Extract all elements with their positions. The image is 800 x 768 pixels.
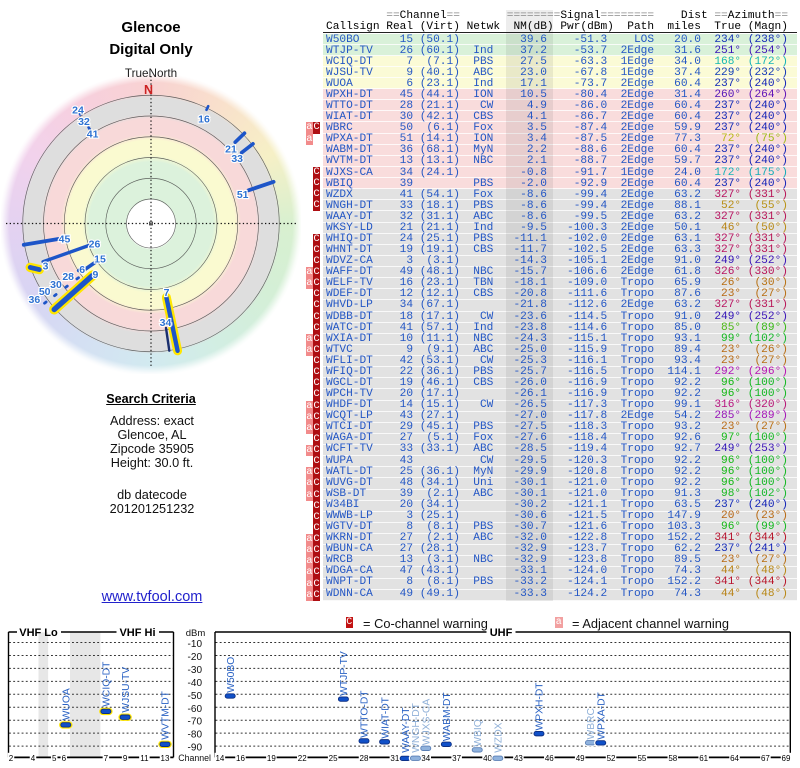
svg-text:W50BO: W50BO <box>226 657 237 693</box>
svg-text:40: 40 <box>483 754 492 763</box>
svg-text:6: 6 <box>62 754 67 763</box>
svg-text:30: 30 <box>50 279 62 291</box>
svg-text:11: 11 <box>140 754 149 763</box>
svg-text:dBm: dBm <box>186 628 206 639</box>
svg-text:WUOA: WUOA <box>62 688 73 720</box>
svg-text:34: 34 <box>160 317 172 329</box>
svg-text:3: 3 <box>43 260 49 272</box>
svg-text:WVTM-DT: WVTM-DT <box>161 690 172 739</box>
svg-text:51: 51 <box>237 189 249 201</box>
svg-text:WNGH-DT: WNGH-DT <box>411 702 422 752</box>
svg-text:WCIQ-DT: WCIQ-DT <box>102 661 113 707</box>
svg-text:WPXH-DT: WPXH-DT <box>535 682 546 731</box>
svg-text:58: 58 <box>668 754 677 763</box>
svg-text:49: 49 <box>576 754 585 763</box>
svg-text:43: 43 <box>514 754 523 763</box>
svg-text:7: 7 <box>104 754 109 763</box>
svg-text:5: 5 <box>52 754 57 763</box>
svg-text:-40: -40 <box>188 678 203 689</box>
svg-text:WJSU-TV: WJSU-TV <box>121 667 132 713</box>
svg-text:WPXA-DT: WPXA-DT <box>596 691 607 739</box>
svg-text:2: 2 <box>9 754 14 763</box>
svg-text:-80: -80 <box>188 730 203 741</box>
svg-text:16: 16 <box>198 113 210 125</box>
svg-text:52: 52 <box>607 754 616 763</box>
svg-text:WZDX: WZDX <box>494 722 505 752</box>
svg-text:21: 21 <box>225 143 237 155</box>
svg-text:22: 22 <box>298 754 307 763</box>
svg-text:13: 13 <box>161 754 170 763</box>
svg-text:24: 24 <box>72 104 84 116</box>
svg-text:26: 26 <box>89 238 101 250</box>
svg-text:41: 41 <box>87 129 99 141</box>
svg-text:28: 28 <box>62 271 74 283</box>
svg-text:28: 28 <box>360 754 369 763</box>
svg-text:WTJP-TV: WTJP-TV <box>339 651 350 696</box>
svg-text:50: 50 <box>39 286 51 298</box>
svg-text:WTTO-DT: WTTO-DT <box>360 690 371 738</box>
svg-text:-60: -60 <box>188 704 203 715</box>
svg-text:14: 14 <box>215 754 224 763</box>
svg-text:6: 6 <box>79 264 85 276</box>
svg-text:36: 36 <box>29 294 41 306</box>
svg-text:UHF: UHF <box>490 627 513 639</box>
svg-text:WBIQ: WBIQ <box>473 719 484 746</box>
svg-text:64: 64 <box>730 754 739 763</box>
svg-text:WIAT-DT: WIAT-DT <box>380 696 391 738</box>
svg-text:67: 67 <box>761 754 770 763</box>
svg-text:-70: -70 <box>188 717 203 728</box>
svg-text:34: 34 <box>421 754 430 763</box>
svg-text:WBRC: WBRC <box>586 708 597 740</box>
svg-text:9: 9 <box>92 269 98 281</box>
svg-text:45: 45 <box>59 234 71 246</box>
svg-text:VHF Lo: VHF Lo <box>19 627 58 639</box>
svg-text:-50: -50 <box>188 691 203 702</box>
svg-text:25: 25 <box>329 754 338 763</box>
svg-text:-30: -30 <box>188 665 203 676</box>
svg-text:32: 32 <box>78 116 90 128</box>
svg-text:WJXS-CA: WJXS-CA <box>421 699 432 745</box>
svg-text:7: 7 <box>164 287 170 299</box>
svg-text:31: 31 <box>390 754 399 763</box>
svg-text:16: 16 <box>236 754 245 763</box>
svg-text:VHF Hi: VHF Hi <box>119 627 155 639</box>
svg-text:4: 4 <box>31 754 36 763</box>
svg-text:-10: -10 <box>188 639 203 650</box>
svg-text:15: 15 <box>94 253 106 265</box>
svg-text:WAAY-DT: WAAY-DT <box>401 707 412 753</box>
svg-text:46: 46 <box>545 754 554 763</box>
svg-text:61: 61 <box>699 754 708 763</box>
svg-text:-90: -90 <box>188 743 203 754</box>
svg-text:-20: -20 <box>188 652 203 663</box>
svg-text:55: 55 <box>637 754 646 763</box>
svg-text:33: 33 <box>231 153 243 165</box>
svg-text:19: 19 <box>267 754 276 763</box>
svg-text:Channel: Channel <box>178 753 211 763</box>
svg-text:WABM-DT: WABM-DT <box>442 692 453 742</box>
svg-text:9: 9 <box>123 754 128 763</box>
svg-text:69: 69 <box>782 754 791 763</box>
svg-text:37: 37 <box>452 754 461 763</box>
